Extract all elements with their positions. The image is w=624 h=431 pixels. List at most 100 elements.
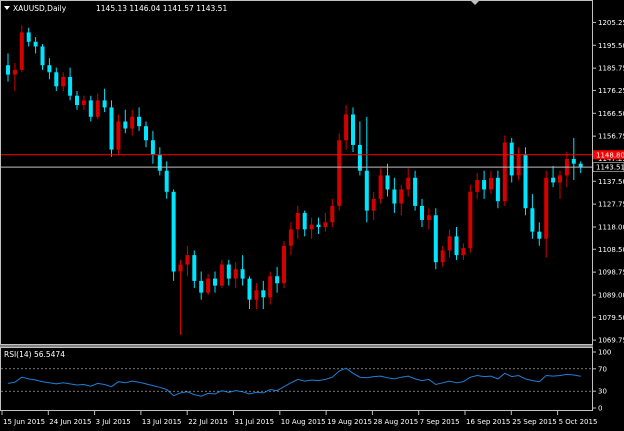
candle <box>81 95 86 110</box>
price-tick-label: 1108.50 <box>598 246 624 254</box>
candle <box>6 53 10 82</box>
price-tick-label: 1079.50 <box>598 314 624 322</box>
candle <box>447 229 452 258</box>
candle-body <box>516 154 521 176</box>
candle-body <box>371 198 376 211</box>
price-tick-label: 1156.75 <box>598 133 624 141</box>
candle <box>351 107 355 152</box>
candle <box>537 222 542 246</box>
candle-body <box>233 269 238 279</box>
candle <box>461 243 466 260</box>
candle <box>123 109 128 134</box>
candle-body <box>26 32 31 42</box>
candle <box>475 173 480 199</box>
date-tick-label: 24 Jun 2015 <box>49 418 91 426</box>
rsi-tick-label: 30 <box>598 388 607 396</box>
candle-body <box>282 245 286 284</box>
candle-body <box>364 170 369 211</box>
candle-body <box>344 114 349 141</box>
candle <box>482 170 487 199</box>
candle <box>502 135 507 206</box>
candle <box>109 100 114 157</box>
candle-body <box>413 177 418 206</box>
candle <box>137 107 142 131</box>
candle-body <box>406 177 411 190</box>
candle-body <box>68 76 73 96</box>
candles-group <box>6 25 583 335</box>
price-tick-label: 1118.00 <box>598 223 624 231</box>
chart-shift-marker-icon[interactable] <box>471 1 479 5</box>
candle-body <box>213 278 217 286</box>
candle <box>171 189 176 281</box>
candle <box>275 266 280 293</box>
price-tick-label: 1127.75 <box>598 201 624 209</box>
candle <box>288 222 293 256</box>
candle-body <box>426 215 431 220</box>
candle <box>378 168 383 204</box>
date-tick-label: 31 Jul 2015 <box>235 418 275 426</box>
candle <box>420 198 424 227</box>
date-tick-label: 25 Sep 2015 <box>512 418 556 426</box>
candle-body <box>137 116 142 127</box>
price-tick-label: 1098.75 <box>598 269 624 277</box>
date-tick-label: 22 Jul 2015 <box>188 418 228 426</box>
candle-body <box>489 177 493 190</box>
candle-body <box>468 191 473 249</box>
candle-body <box>261 290 266 298</box>
hline-price-box <box>593 150 624 160</box>
candle <box>12 62 17 92</box>
candle-body <box>461 248 466 256</box>
date-tick-label: 10 Aug 2015 <box>281 418 326 426</box>
candle-body <box>95 100 100 117</box>
candle <box>157 147 162 176</box>
candle-body <box>530 208 535 232</box>
candle-body <box>116 121 121 150</box>
candle-body <box>47 65 52 73</box>
date-tick-label: 28 Aug 2015 <box>373 418 418 426</box>
candle-body <box>502 142 507 202</box>
candle-body <box>420 205 424 220</box>
candle <box>33 37 38 54</box>
rsi-tick-label: 70 <box>598 365 607 373</box>
candle-body <box>102 100 107 108</box>
candle <box>302 210 307 237</box>
candle-body <box>316 224 321 227</box>
candle <box>454 226 459 260</box>
candle-body <box>544 177 549 239</box>
rsi-levels <box>1 368 592 392</box>
candle <box>268 271 273 305</box>
collapse-triangle-icon[interactable] <box>4 6 10 10</box>
candle <box>54 67 59 92</box>
price-tick-label: 1176.25 <box>598 87 624 95</box>
panel-separator[interactable] <box>0 345 593 347</box>
candle-body <box>88 100 93 117</box>
candle-body <box>275 276 280 284</box>
candle-body <box>40 46 45 66</box>
candle-body <box>268 276 273 298</box>
candle <box>413 170 418 211</box>
candle-body <box>219 264 224 286</box>
candle <box>192 250 197 288</box>
candle-body <box>6 65 10 75</box>
ohlc-values: 1145.13 1146.04 1141.57 1143.51 <box>96 4 227 13</box>
candle-body <box>309 224 314 230</box>
candle-body <box>323 222 328 227</box>
price-tick-label: 1166.50 <box>598 110 624 118</box>
candle <box>433 208 438 270</box>
candle <box>571 137 576 181</box>
candle <box>75 91 79 110</box>
candle <box>19 25 24 73</box>
date-tick-label: 16 Sep 2015 <box>466 418 510 426</box>
candle <box>254 283 259 310</box>
candle <box>357 121 362 176</box>
price-tick-label: 1137.50 <box>598 178 624 186</box>
candle-body <box>33 41 38 47</box>
candle-body <box>440 250 445 263</box>
candle-body <box>495 177 500 202</box>
candle-body <box>150 140 155 155</box>
candle-body <box>482 180 487 190</box>
candle <box>551 166 556 188</box>
